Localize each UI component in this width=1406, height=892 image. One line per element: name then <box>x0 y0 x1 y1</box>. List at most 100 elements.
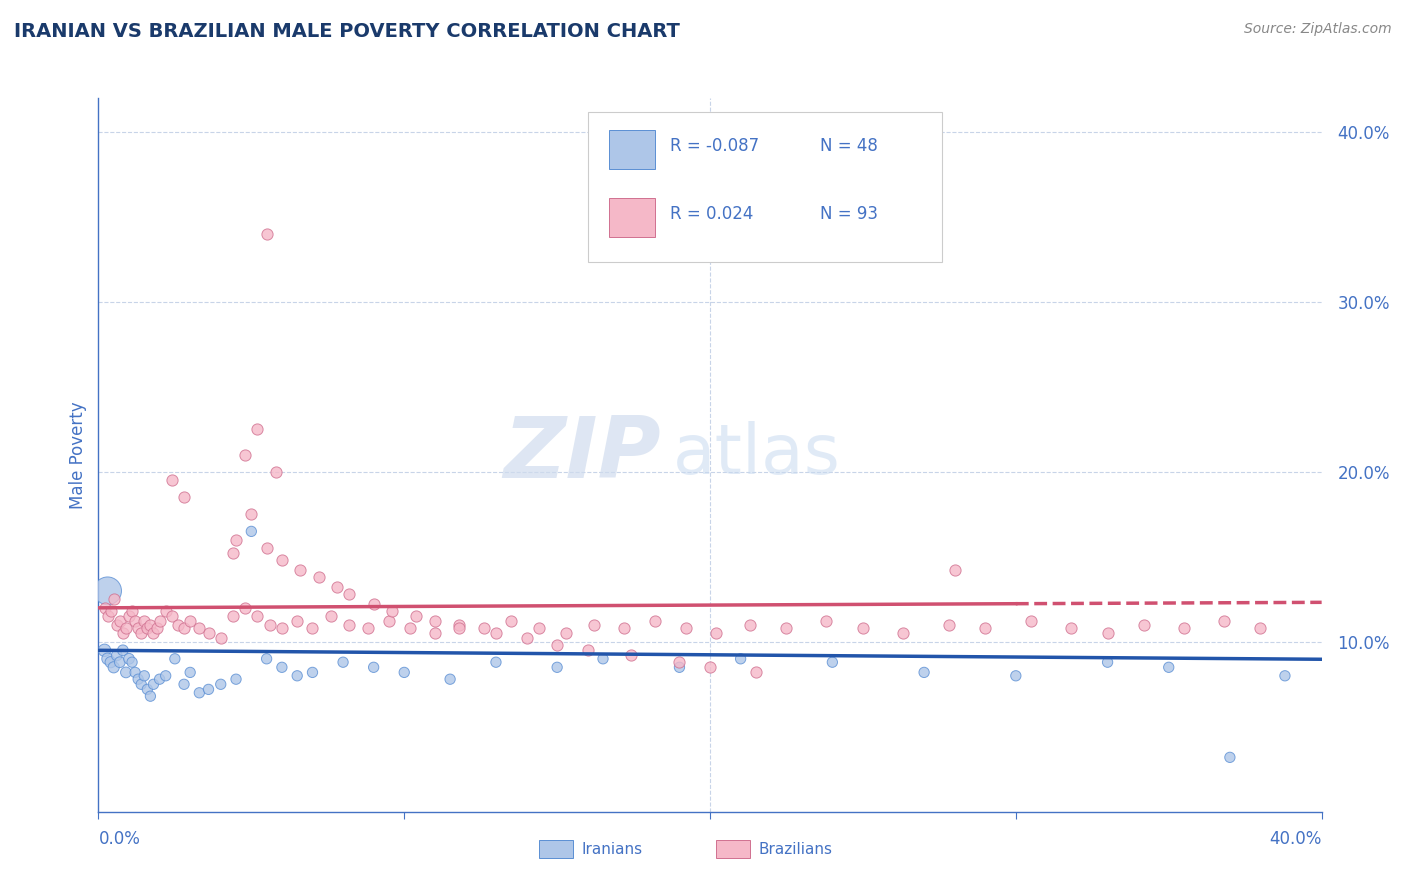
Point <box>1019 615 1042 629</box>
Text: atlas: atlas <box>673 421 841 489</box>
Point <box>852 621 875 635</box>
Point <box>134 615 156 629</box>
Point <box>188 621 211 635</box>
Point <box>160 474 183 488</box>
Text: Source: ZipAtlas.com: Source: ZipAtlas.com <box>1244 22 1392 37</box>
Point <box>136 621 159 635</box>
Text: ZIP: ZIP <box>503 413 661 497</box>
Point <box>943 564 966 578</box>
Point <box>97 583 120 598</box>
Point <box>173 491 195 505</box>
Point <box>974 621 997 635</box>
Point <box>240 524 263 539</box>
Point <box>197 682 219 697</box>
Point <box>233 448 256 462</box>
Point <box>1274 669 1296 683</box>
Point <box>179 615 201 629</box>
Point <box>270 621 292 635</box>
Point <box>100 655 122 669</box>
Point <box>363 598 385 612</box>
Point <box>891 626 914 640</box>
Point <box>179 665 201 680</box>
Point <box>938 617 960 632</box>
Text: R = -0.087: R = -0.087 <box>669 137 759 155</box>
Point <box>1157 660 1180 674</box>
Y-axis label: Male Poverty: Male Poverty <box>69 401 87 508</box>
Point <box>105 648 128 663</box>
Point <box>155 604 177 618</box>
Point <box>93 643 115 657</box>
Point <box>155 669 177 683</box>
Point <box>775 621 797 635</box>
Point <box>124 665 146 680</box>
Point <box>139 689 162 703</box>
Point <box>115 665 138 680</box>
Point <box>337 617 360 632</box>
Point <box>619 648 641 663</box>
Point <box>118 652 141 666</box>
Point <box>142 677 165 691</box>
Point <box>256 652 278 666</box>
Point <box>115 621 138 635</box>
Point <box>197 626 219 640</box>
Point <box>127 672 149 686</box>
Point <box>129 626 152 640</box>
Point <box>326 581 349 595</box>
Point <box>222 609 245 624</box>
Point <box>423 615 446 629</box>
Point <box>270 553 292 567</box>
Text: N = 48: N = 48 <box>820 137 877 155</box>
Point <box>472 621 495 635</box>
Point <box>485 626 508 640</box>
Point <box>256 227 278 241</box>
Point <box>173 621 195 635</box>
Point <box>405 609 427 624</box>
Point <box>121 604 143 618</box>
Point <box>100 604 122 618</box>
Text: Brazilians: Brazilians <box>759 842 832 857</box>
Bar <box>538 840 574 858</box>
Point <box>1212 615 1234 629</box>
Point <box>1219 750 1241 764</box>
Point <box>1097 655 1119 669</box>
Point <box>730 652 752 666</box>
Point <box>745 665 768 680</box>
Point <box>449 617 471 632</box>
Point <box>103 592 125 607</box>
Point <box>222 546 245 560</box>
Point <box>576 643 599 657</box>
Point <box>233 600 256 615</box>
Text: 40.0%: 40.0% <box>1270 830 1322 847</box>
Point <box>668 655 690 669</box>
Point <box>111 643 134 657</box>
Point <box>149 615 172 629</box>
Point <box>399 621 422 635</box>
Point <box>546 660 568 674</box>
Point <box>485 655 508 669</box>
Point <box>1060 621 1083 635</box>
Point <box>592 652 614 666</box>
Point <box>285 615 308 629</box>
Point <box>501 615 523 629</box>
Point <box>1173 621 1195 635</box>
Point <box>134 669 156 683</box>
Point <box>582 617 605 632</box>
Point <box>381 604 404 618</box>
Text: 0.0%: 0.0% <box>98 830 141 847</box>
Point <box>209 677 232 691</box>
Point <box>644 615 666 629</box>
Point <box>356 621 378 635</box>
Point <box>704 626 727 640</box>
Point <box>259 617 281 632</box>
Point <box>108 615 131 629</box>
Point <box>319 609 342 624</box>
Point <box>188 686 211 700</box>
Point <box>363 660 385 674</box>
Point <box>136 682 159 697</box>
Point <box>516 632 538 646</box>
Point <box>1097 626 1119 640</box>
Point <box>121 655 143 669</box>
Point <box>160 609 183 624</box>
Point <box>301 665 323 680</box>
Point <box>127 621 149 635</box>
